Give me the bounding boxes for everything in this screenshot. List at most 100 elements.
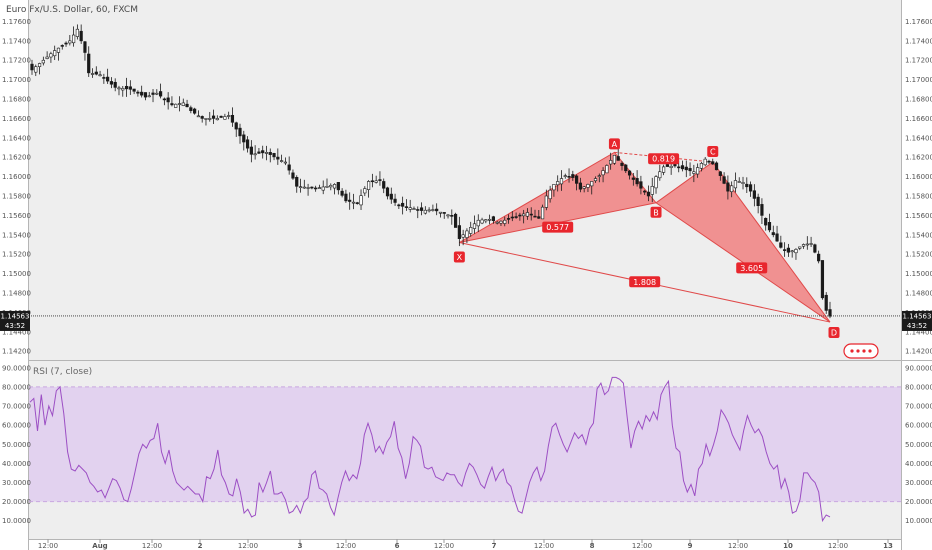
candle-body xyxy=(488,218,492,221)
candle-body xyxy=(397,204,401,207)
candle-body xyxy=(416,209,420,211)
time-tick-label: 8 xyxy=(590,542,595,550)
candle-body xyxy=(741,182,745,184)
candle-body xyxy=(503,219,507,224)
rsi-tick-label-right: 10.0000 xyxy=(905,517,932,525)
candle-body xyxy=(820,260,825,299)
price-tick-label-right: 1.16200 xyxy=(905,154,932,162)
candle-body xyxy=(714,162,719,171)
price-tick-label-right: 1.16800 xyxy=(905,96,932,104)
time-tick-label: 12:00 xyxy=(434,542,454,550)
candle-body xyxy=(476,219,480,227)
candle-body xyxy=(257,151,261,154)
rsi-tick-label-right: 20.0000 xyxy=(905,498,932,506)
point-label-b-bg xyxy=(650,206,662,218)
badge-dot xyxy=(868,349,872,353)
candle-body xyxy=(465,230,469,238)
candle-body xyxy=(711,161,715,165)
candle-body xyxy=(283,161,287,164)
candle-body xyxy=(306,187,310,189)
candle-body xyxy=(578,182,582,190)
candle-body xyxy=(684,166,688,171)
candle-body xyxy=(30,63,34,71)
badge-ring xyxy=(843,343,879,359)
point-label-x: X xyxy=(457,253,463,262)
candle-body xyxy=(760,204,764,216)
candle-body xyxy=(730,185,734,193)
candle-body xyxy=(264,152,269,154)
candle-body xyxy=(355,202,359,204)
candle-body xyxy=(828,309,832,317)
rsi-tick-label-right: 80.0000 xyxy=(905,383,932,391)
candle-body xyxy=(593,178,598,182)
price-tick-label-right: 1.14800 xyxy=(905,289,932,297)
candle-body xyxy=(249,146,253,155)
candle-body xyxy=(170,103,174,106)
time-tick-label: 12:00 xyxy=(728,542,748,550)
candle-body xyxy=(661,166,666,173)
price-tick-label-left: 1.15400 xyxy=(2,231,31,239)
candle-body xyxy=(824,294,828,311)
rsi-title: RSI (7, close) xyxy=(33,367,93,377)
badge-dot xyxy=(862,349,866,353)
candle-body xyxy=(336,182,340,191)
candle-body xyxy=(544,195,548,208)
candle-body xyxy=(699,163,704,169)
candle-body xyxy=(340,190,344,196)
candle-body xyxy=(419,207,424,211)
price-tick-label-right: 1.14200 xyxy=(905,348,932,356)
candle-body xyxy=(128,86,132,90)
candle-body xyxy=(688,168,692,172)
candle-body xyxy=(162,98,166,101)
price-tick-label-left: 1.15200 xyxy=(2,251,31,259)
rsi-tick-label-right: 90.0000 xyxy=(905,364,932,372)
candle-body xyxy=(499,220,503,224)
candle-body xyxy=(64,42,68,45)
candle-body xyxy=(98,74,102,77)
candle-body xyxy=(469,227,473,234)
candle-body xyxy=(631,177,635,180)
candle-body xyxy=(34,66,38,73)
candle-body xyxy=(253,153,257,156)
candle-body xyxy=(185,103,189,108)
countdown-left: 43:52 xyxy=(5,322,25,330)
price-tick-label-right: 1.14400 xyxy=(905,328,932,336)
candle-body xyxy=(211,115,216,119)
point-label-x-bg xyxy=(453,251,465,263)
candle-body xyxy=(658,171,662,179)
rsi-tick-label-right: 70.0000 xyxy=(905,403,932,411)
time-tick-label: 10 xyxy=(783,542,793,550)
candle-body xyxy=(548,189,552,200)
candle-body xyxy=(552,184,556,191)
candle-body xyxy=(79,30,83,42)
price-axis-ticks: 1.142001.142001.144001.144001.146001.146… xyxy=(2,18,932,356)
candle-body xyxy=(786,247,790,253)
point-label-c-bg xyxy=(707,146,719,158)
time-axis-ticks: 12:00 Aug 12:00 2 12:00 3 12:00 6 12:00 7 12:00 8 12… xyxy=(38,539,893,550)
price-tick-label-right: 1.17000 xyxy=(905,76,932,84)
candle-body xyxy=(94,71,98,75)
candle-body xyxy=(366,181,371,190)
candle-body xyxy=(643,190,647,193)
candle-body xyxy=(404,206,409,208)
candle-body xyxy=(718,171,722,176)
candle-body xyxy=(525,212,530,217)
candle-body xyxy=(87,53,91,74)
price-tick-label-left: 1.16200 xyxy=(2,154,31,162)
indicator-badge-icon[interactable] xyxy=(843,343,879,359)
candle-body xyxy=(703,158,707,166)
price-tick-label-right: 1.15800 xyxy=(905,193,932,201)
candle-body xyxy=(245,139,250,149)
candle-body xyxy=(438,211,443,214)
candle-body xyxy=(49,53,53,58)
last-price-tag-right xyxy=(902,310,932,331)
candle-body xyxy=(204,118,208,120)
candle-body xyxy=(121,88,125,91)
candle-body xyxy=(60,45,64,47)
point-label-a-bg xyxy=(608,138,620,150)
candle-body xyxy=(272,153,276,158)
candle-body xyxy=(238,127,242,137)
candle-body xyxy=(775,233,779,242)
time-tick-label: 12:00 xyxy=(632,542,652,550)
